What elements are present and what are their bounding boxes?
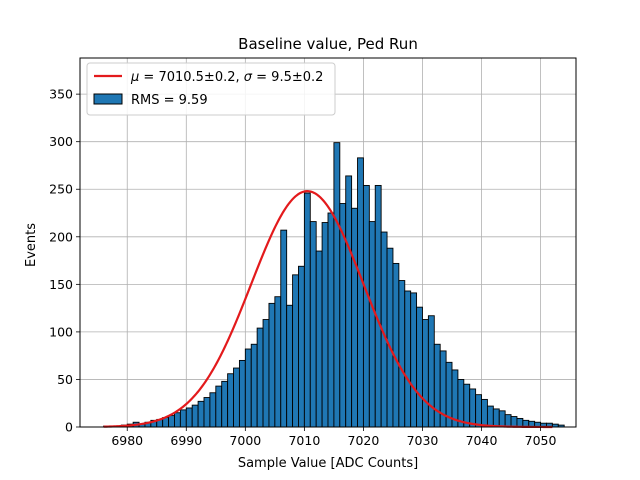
histogram-bar <box>327 212 335 428</box>
x-tick-label: 7040 <box>466 433 498 448</box>
y-tick-label: 350 <box>49 87 73 102</box>
histogram-bar <box>433 343 441 428</box>
axis-ticks: 6980 6990 7000 7010 7020 7030 7040 7050 0 50 100 15… <box>49 87 556 448</box>
histogram-bar <box>262 319 270 428</box>
legend-sigma-symbol: σ <box>244 70 253 85</box>
x-tick-label: 7050 <box>525 433 557 448</box>
y-tick-label: 250 <box>49 182 73 197</box>
histogram-bar <box>209 392 217 428</box>
x-axis-label: Sample Value [ADC Counts] <box>238 456 418 471</box>
x-tick-label: 6990 <box>170 433 202 448</box>
histogram-bar <box>292 274 299 428</box>
histogram-bar <box>174 412 181 428</box>
histogram-bar <box>274 296 282 428</box>
histogram-bar <box>333 142 341 428</box>
histogram-bar <box>268 302 276 428</box>
histogram-bar <box>463 383 471 428</box>
x-tick-label: 7010 <box>288 433 320 448</box>
histogram-bar <box>298 265 305 428</box>
chart-title: Baseline value, Ped Run <box>238 35 418 53</box>
y-tick-label: 300 <box>49 134 73 149</box>
legend-fit-end: = 9.5±0.2 <box>252 70 323 85</box>
y-axis-label: Events <box>24 223 39 267</box>
histogram-bar <box>398 280 406 428</box>
histogram-bar <box>498 410 506 428</box>
histogram-bar <box>286 304 294 428</box>
histogram-bar <box>215 385 223 428</box>
histogram-bar <box>351 207 358 428</box>
histogram-bar <box>345 175 353 428</box>
histogram-bar <box>227 373 234 428</box>
histogram-bar <box>486 405 494 428</box>
histogram-bar <box>386 247 394 428</box>
histogram-bar <box>233 367 240 428</box>
histogram-bar <box>256 327 264 428</box>
y-tick-label: 100 <box>49 324 73 339</box>
x-tick-label: 7030 <box>407 433 439 448</box>
histogram-bar <box>416 306 423 428</box>
histogram-bar <box>221 380 229 428</box>
histogram-bar <box>244 348 252 428</box>
histogram-bar <box>185 407 193 428</box>
histogram-bars <box>103 142 565 428</box>
histogram-bar <box>238 359 246 428</box>
histogram-bar <box>191 404 199 428</box>
histogram-bar <box>504 414 512 428</box>
histogram-bar <box>197 400 205 428</box>
histogram-bar <box>280 229 288 428</box>
x-tick-label: 6980 <box>111 433 143 448</box>
histogram-bar <box>309 221 317 428</box>
histogram-bar <box>179 409 187 428</box>
histogram-bar <box>475 394 482 428</box>
histogram-bar <box>481 398 488 428</box>
y-tick-label: 200 <box>49 229 73 244</box>
legend-histogram-swatch <box>93 93 123 105</box>
histogram-bar <box>168 415 175 428</box>
y-tick-label: 150 <box>49 277 73 292</box>
histogram-bar <box>510 416 518 428</box>
histogram-bar <box>362 184 370 428</box>
legend-histogram-label: RMS = 9.59 <box>131 93 208 108</box>
x-tick-label: 7000 <box>229 433 261 448</box>
histogram-bar <box>422 319 429 428</box>
y-tick-label: 0 <box>65 420 73 435</box>
y-tick-label: 50 <box>57 372 73 387</box>
histogram-bar <box>492 408 500 428</box>
histogram-bar <box>404 290 412 428</box>
histogram-bar <box>374 184 382 428</box>
gaussian-fit-curve <box>103 190 553 429</box>
histogram-bar <box>357 157 364 428</box>
histogram-bar <box>203 397 211 428</box>
histogram-bar <box>469 388 477 428</box>
histogram-bar <box>392 262 400 428</box>
histogram-bar <box>410 292 418 428</box>
legend: μ = 7010.5±0.2, σ = 9.5±0.2 RMS = 9.59 <box>86 62 336 116</box>
legend-fit-mid: = 7010.5±0.2, <box>139 70 243 85</box>
legend-fit-label: μ = 7010.5±0.2, σ = 9.5±0.2 <box>130 70 323 85</box>
histogram-bar <box>427 315 435 428</box>
histogram-bar <box>250 343 258 428</box>
legend-mu-symbol: μ <box>130 70 139 85</box>
histogram-bar <box>368 221 376 428</box>
legend-box <box>86 62 336 116</box>
histogram-bar <box>315 250 323 428</box>
histogram-bar <box>321 222 329 428</box>
plot-frame <box>79 57 577 428</box>
histogram-bar <box>303 192 311 428</box>
x-tick-label: 7020 <box>348 433 380 448</box>
